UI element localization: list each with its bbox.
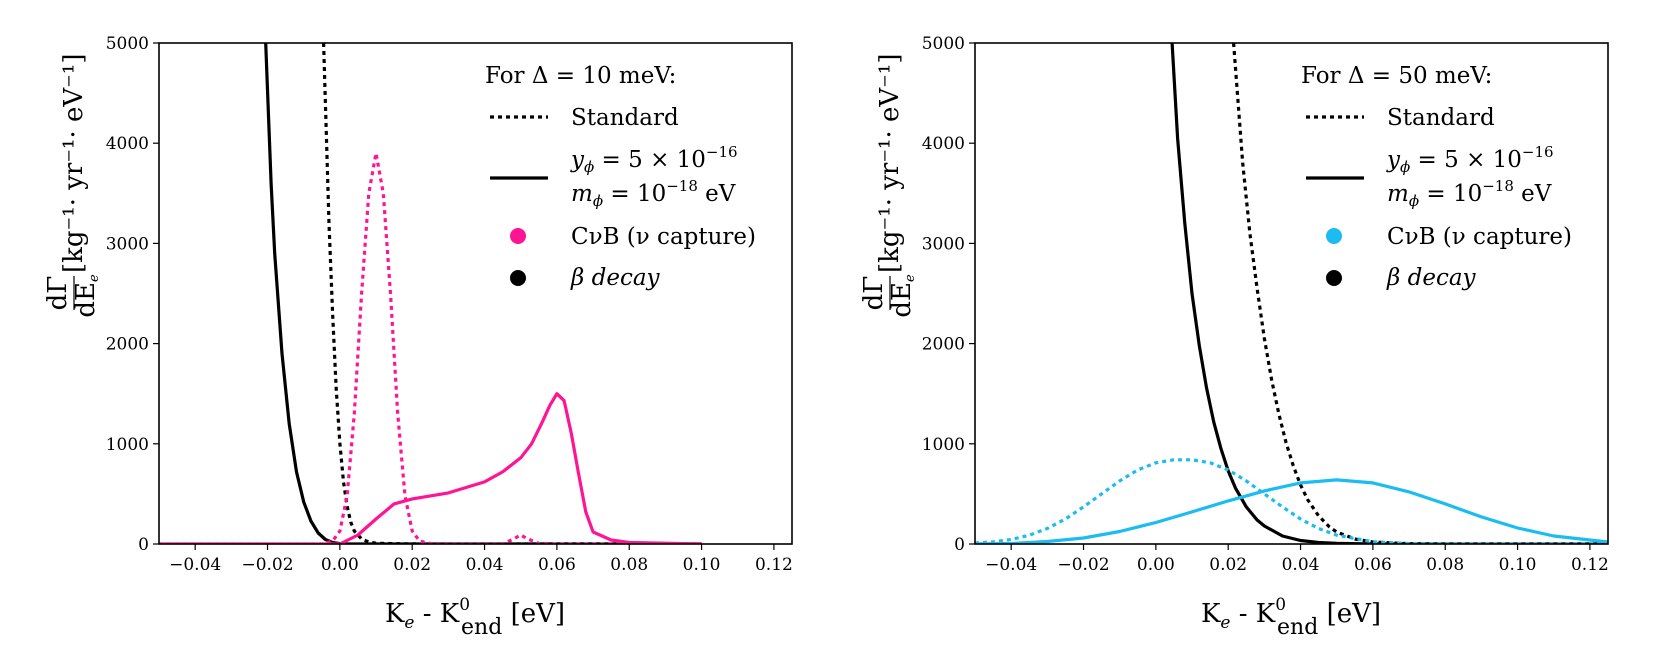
left-chart-panel: −0.04 −0.02 0.00 0.02 0.04 0.06 0.08 0.10 0.12 0… (43, 34, 793, 640)
left-series-cnb-standard (159, 151, 702, 544)
left-x-tick-label: 0.08 (610, 555, 648, 575)
right-x-ticks: −0.04 −0.02 0.00 0.02 0.04 0.06 0.08 0.10 0.12 (985, 544, 1609, 575)
right-legend-beta-label: β decay (1386, 265, 1477, 291)
left-x-tick-label: −0.04 (169, 555, 221, 575)
svg-text:dEe: dEe (887, 274, 918, 318)
right-y-ticks: 0 1000 2000 3000 4000 5000 (922, 34, 975, 555)
right-legend-cnb-marker (1326, 228, 1342, 244)
left-legend-mphi-label: mϕ = 10−18 eV (571, 177, 736, 210)
left-x-tick-label: −0.02 (241, 555, 293, 575)
left-legend-cnb-label: CνB (ν capture) (571, 224, 756, 250)
left-x-tick-label: 0.06 (538, 555, 576, 575)
left-legend-beta-label: β decay (570, 265, 661, 291)
left-legend-beta-marker (510, 270, 526, 286)
right-x-tick-label: 0.12 (1571, 555, 1609, 575)
right-legend-title: For Δ = 50 meV: (1301, 63, 1492, 89)
left-x-tick-label: 0.02 (393, 555, 431, 575)
left-y-tick-label: 0 (138, 535, 149, 555)
right-x-axis-label: Ke - K0 end [eV] (1201, 595, 1381, 640)
left-y-tick-label: 1000 (106, 435, 149, 455)
left-x-tick-label: 0.12 (755, 555, 793, 575)
right-y-tick-label: 3000 (922, 234, 965, 254)
left-y-tick-label: 3000 (106, 234, 149, 254)
svg-text:dΓ: dΓ (43, 276, 73, 311)
right-x-tick-label: 0.08 (1426, 555, 1464, 575)
left-legend: For Δ = 10 meV: Standard yϕ = 5 × 10−16 … (485, 63, 756, 291)
right-x-tick-label: 0.00 (1137, 555, 1175, 575)
right-x-tick-label: −0.02 (1057, 555, 1109, 575)
left-y-tick-label: 5000 (106, 34, 149, 54)
right-legend-beta-marker (1326, 270, 1342, 286)
left-y-tick-label: 2000 (106, 335, 149, 355)
right-y-tick-label: 2000 (922, 335, 965, 355)
right-y-tick-label: 5000 (922, 34, 965, 54)
left-x-axis-label: Ke - K0 end [eV] (385, 595, 565, 640)
left-legend-cnb-marker (510, 228, 526, 244)
left-legend-yphi-label: yϕ = 5 × 10−16 (570, 143, 738, 176)
right-legend-cnb-label: CνB (ν capture) (1387, 224, 1572, 250)
right-legend-yphi-label: yϕ = 5 × 10−16 (1386, 143, 1554, 176)
left-plot-frame (158, 42, 793, 545)
right-x-tick-label: 0.04 (1282, 555, 1320, 575)
left-legend-title: For Δ = 10 meV: (485, 63, 676, 89)
left-y-ticks: 0 1000 2000 3000 4000 5000 (106, 34, 159, 555)
right-y-tick-label: 1000 (922, 435, 965, 455)
right-y-tick-label: 0 (954, 535, 965, 555)
right-y-axis-label: dΓ dEe [kg⁻¹· yr⁻¹· eV⁻¹] (859, 54, 918, 318)
right-legend-standard-label: Standard (1387, 105, 1495, 131)
right-y-tick-label: 4000 (922, 134, 965, 154)
right-series-cnb-modified (975, 478, 1608, 544)
left-x-ticks: −0.04 −0.02 0.00 0.02 0.04 0.06 0.08 0.10 0.12 (169, 544, 793, 575)
svg-text:[kg⁻¹· yr⁻¹· eV⁻¹]: [kg⁻¹· yr⁻¹· eV⁻¹] (875, 54, 905, 273)
right-legend-mphi-label: mϕ = 10−18 eV (1387, 177, 1552, 210)
left-x-tick-label: 0.04 (466, 555, 504, 575)
right-series-cnb-standard (975, 458, 1608, 544)
right-chart-panel: −0.04 −0.02 0.00 0.02 0.04 0.06 0.08 0.10 0.12 0… (859, 34, 1609, 640)
left-x-tick-label: 0.00 (321, 555, 359, 575)
right-x-tick-label: 0.10 (1499, 555, 1537, 575)
right-x-tick-label: 0.06 (1354, 555, 1392, 575)
left-series-beta-modified (264, 43, 702, 544)
svg-text:dEe: dEe (71, 274, 102, 318)
left-y-axis-label: dΓ dEe [kg⁻¹· yr⁻¹· eV⁻¹] (43, 54, 102, 318)
left-series-beta-standard (322, 43, 702, 544)
svg-text:dΓ: dΓ (859, 276, 889, 311)
left-x-tick-label: 0.10 (683, 555, 721, 575)
right-plot-frame (974, 42, 1609, 545)
right-legend: For Δ = 50 meV: Standard yϕ = 5 × 10−16 … (1301, 63, 1572, 291)
left-y-tick-label: 4000 (106, 134, 149, 154)
left-legend-standard-label: Standard (571, 105, 679, 131)
right-x-tick-label: 0.02 (1209, 555, 1247, 575)
right-x-tick-label: −0.04 (985, 555, 1037, 575)
left-series-cnb-modified (159, 392, 702, 544)
svg-text:[kg⁻¹· yr⁻¹· eV⁻¹]: [kg⁻¹· yr⁻¹· eV⁻¹] (59, 54, 89, 273)
